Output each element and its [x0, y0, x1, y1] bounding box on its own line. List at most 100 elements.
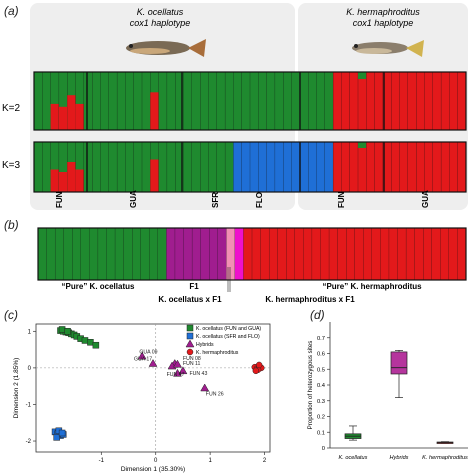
structure-bar	[391, 141, 400, 193]
structure-bar	[388, 227, 398, 281]
structure-bar	[209, 227, 219, 281]
structure-bar	[183, 141, 193, 193]
data-point	[178, 366, 188, 375]
structure-bar	[158, 71, 168, 131]
group-label-fun-right: FUN	[337, 191, 346, 208]
y-tick-label: 0	[28, 366, 32, 372]
panel-label-a: (a)	[4, 4, 19, 18]
structure-bar	[241, 71, 251, 131]
structure-bar	[286, 227, 296, 281]
category-label: K. hermaphroditus	[422, 455, 468, 461]
x-tick-label: 2	[263, 458, 267, 464]
structure-bar	[397, 227, 407, 281]
structure-bar	[141, 141, 151, 193]
structure-bar	[72, 227, 82, 281]
plot-frame	[35, 323, 271, 453]
structure-bar	[308, 141, 317, 193]
structure-bar	[440, 71, 450, 131]
structure-bar	[457, 227, 467, 281]
structure-bar	[97, 227, 107, 281]
structure-bar	[316, 141, 326, 193]
legend-label: Hybrids	[196, 342, 214, 348]
structure-bar	[399, 141, 409, 193]
structure-bar	[208, 141, 218, 193]
structure-bar	[260, 227, 270, 281]
box-body	[390, 351, 408, 375]
structure-bar	[100, 71, 110, 131]
structure-bar	[89, 227, 99, 281]
data-point	[148, 358, 158, 367]
structure-bar	[266, 71, 276, 131]
data-point	[58, 429, 66, 437]
structure-frame	[33, 141, 467, 193]
structure-bar	[249, 71, 259, 131]
structure-bar	[140, 227, 150, 281]
label-pure-hermaphroditus: “Pure” K. hermaphroditus	[322, 282, 422, 291]
structure-bar	[133, 71, 143, 131]
admixture-segment	[58, 172, 68, 192]
label-pure-ocellatus: “Pure” K. ocellatus	[62, 282, 135, 291]
data-point	[200, 383, 210, 392]
structure-bar	[366, 71, 376, 131]
admixture-segment	[358, 72, 367, 79]
label-ocellatus-x-f1: K. ocellatus x F1	[158, 295, 222, 304]
structure-bar	[268, 227, 279, 281]
panel-label-d: (d)	[310, 308, 325, 322]
k3-label: K=3	[2, 160, 21, 171]
structure-bar	[258, 141, 268, 193]
structure-bar	[416, 71, 425, 131]
structure-bar	[106, 227, 116, 281]
panel-label-c: (c)	[4, 308, 18, 322]
legend-label: K. ocellatus (SFR and FLO)	[196, 334, 260, 340]
structure-bar	[440, 141, 450, 193]
structure-bar	[316, 71, 326, 131]
data-point	[64, 328, 71, 335]
structure-bar	[283, 71, 292, 131]
panel-b-figure: “Pure” K. ocellatus F1 “Pure” K. hermaph…	[37, 227, 467, 304]
structure-bar	[33, 71, 43, 131]
structure-bar	[114, 227, 125, 281]
structure-bar	[371, 227, 381, 281]
structure-bar	[80, 227, 90, 281]
panel-label-b: (b)	[4, 218, 19, 232]
structure-bar	[54, 227, 65, 281]
structure-bar	[116, 71, 126, 131]
structure-bar	[200, 71, 209, 131]
structure-bar	[391, 71, 400, 131]
admixture-segment	[67, 95, 76, 130]
structure-bar	[423, 227, 433, 281]
panel-a-figure: K. ocellatus cox1 haplotype K. hermaphro…	[2, 3, 468, 210]
admixture-segment	[150, 92, 159, 130]
admixture-segment	[75, 169, 84, 192]
structure-bar	[299, 71, 309, 131]
data-point	[186, 348, 194, 356]
structure-bar	[291, 71, 301, 131]
structure-bar	[274, 141, 284, 193]
structure-bar	[216, 141, 226, 193]
data-point	[137, 351, 147, 360]
structure-bar	[42, 141, 52, 193]
structure-bar	[357, 71, 367, 131]
panel-b-structure-plot	[37, 227, 467, 281]
structure-bar	[431, 227, 441, 281]
category-label: K. ocellatus	[339, 455, 368, 461]
structure-bar	[346, 227, 356, 281]
x-tick-label: 0	[154, 458, 158, 464]
admixture-segment	[50, 103, 59, 130]
structure-bar	[200, 141, 209, 193]
structure-bar	[457, 71, 467, 131]
structure-bar	[116, 141, 126, 193]
structure-bar	[414, 227, 424, 281]
data-point	[173, 359, 182, 368]
structure-bar	[405, 227, 416, 281]
group-label-flo: FLO	[255, 192, 264, 208]
structure-bar	[249, 141, 259, 193]
y-tick-label: 1	[28, 329, 32, 335]
point-annotation: FUN 08	[183, 356, 201, 362]
data-point	[58, 326, 66, 333]
header-right-sub: cox1 haplotype	[353, 18, 414, 28]
admixture-segment	[50, 169, 59, 192]
group-label-fun-left: FUN	[55, 191, 64, 208]
point-annotation: GUA 09	[139, 349, 157, 355]
structure-bar	[328, 227, 339, 281]
